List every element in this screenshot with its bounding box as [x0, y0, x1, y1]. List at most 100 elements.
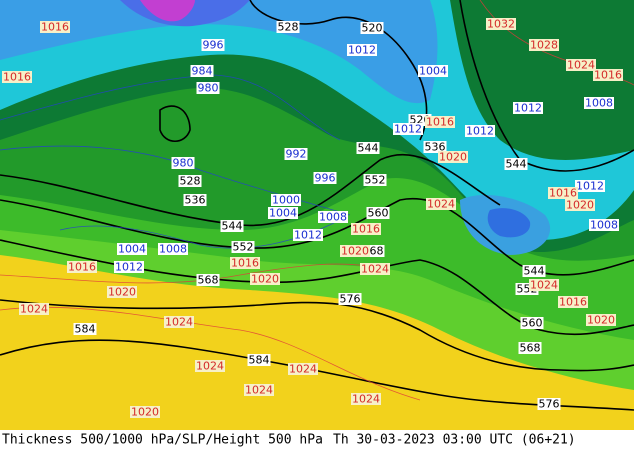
slp-low-label: 1008: [585, 97, 613, 110]
height-label-box: [520, 317, 544, 329]
slp-low-label-box: [293, 229, 323, 241]
height-label: 576: [340, 293, 361, 306]
slp-high-label: 1020: [341, 245, 369, 258]
slp-high-label: 1016: [559, 296, 587, 309]
footer-time: Th 30-03-2023 03:00 UTC (06+21): [333, 433, 576, 448]
height-label: 544: [222, 220, 243, 233]
slp-high-label-box: [425, 116, 455, 128]
slp-low-label-box: [196, 82, 220, 94]
slp-low-label-box: [268, 207, 298, 219]
slp-low-label: 1012: [514, 102, 542, 115]
height-label: 576: [539, 398, 560, 411]
height-label: 536: [185, 194, 206, 207]
slp-high-label: 1024: [361, 263, 389, 276]
slp-low-label-box: [347, 44, 377, 56]
slp-high-label-box: [529, 279, 559, 291]
slp-low-label-box: [201, 39, 225, 51]
very-cold-pool: [0, 0, 438, 104]
slp-high-label-box: [360, 263, 390, 275]
height-label: 560: [522, 317, 543, 330]
slp-high-label: 1016: [352, 223, 380, 236]
slp-low-label: 980: [198, 82, 219, 95]
slp-low-label: 1012: [394, 123, 422, 136]
slp-high-label-box: [351, 393, 381, 405]
slp-high-label-box: [250, 273, 280, 285]
slp-high-label: 1020: [108, 286, 136, 299]
height-label: 544: [358, 142, 379, 155]
slp-high-label-box: [593, 69, 623, 81]
slp-high-label-box: [67, 261, 97, 273]
height-label: 520: [362, 22, 383, 35]
slp-low-label: 1012: [576, 180, 604, 193]
height-label-box: [196, 274, 220, 286]
slp-low-label: 1004: [269, 207, 297, 220]
slp-high-label-box: [288, 363, 318, 375]
height-label: 552: [365, 174, 386, 187]
slp-high-label: 1020: [251, 273, 279, 286]
height-label-box: [363, 174, 387, 186]
height-label: 584: [249, 354, 270, 367]
height-label: 528: [180, 175, 201, 188]
height-label-box: [366, 207, 390, 219]
slp-high-label-box: [340, 245, 370, 257]
cold-pool: [0, 0, 634, 240]
height-label-box: [231, 241, 255, 253]
slp-low-label: 1012: [348, 44, 376, 57]
height-label: 568: [198, 274, 219, 287]
height-label-box: [276, 21, 300, 33]
slp-low-label-box: [158, 243, 188, 255]
slp-low-label: 1004: [118, 243, 146, 256]
slp-high-label-box: [230, 257, 260, 269]
slp-low-label: 984: [192, 65, 213, 78]
slp-low-label-box: [117, 243, 147, 255]
slp-low-label: 996: [203, 39, 224, 52]
slp-low-label-box: [513, 102, 543, 114]
slp-low-label-box: [575, 180, 605, 192]
height-label-box: [360, 22, 384, 34]
footer-title: Thickness 500/1000 hPa/SLP/Height 500 hP…: [2, 433, 323, 448]
slp-high-label: 1024: [427, 198, 455, 211]
slp-high-label: 1024: [165, 316, 193, 329]
slp-low-label-box: [284, 148, 308, 160]
slp-high-label-box: [195, 360, 225, 372]
slp-low-label-box: [589, 219, 619, 231]
slp-high-label-box: [244, 384, 274, 396]
height-label: 584: [75, 323, 96, 336]
slp-high-label: 1032: [487, 18, 515, 31]
height-label-box: [423, 141, 447, 153]
slp-high-label: 1024: [530, 279, 558, 292]
slp-high-label: 1024: [245, 384, 273, 397]
slp-low-label: 1008: [159, 243, 187, 256]
height-label: 552: [233, 241, 254, 254]
slp-high-label: 1016: [549, 187, 577, 200]
slp-high-label-box: [548, 187, 578, 199]
height-label-box: [504, 158, 528, 170]
slp-low-label-box: [313, 172, 337, 184]
slp-high-label-box: [351, 223, 381, 235]
slp-low-label: 1012: [115, 261, 143, 274]
height-label: 544: [524, 265, 545, 278]
height-label-box: [178, 175, 202, 187]
slp-low-label: 1008: [590, 219, 618, 232]
slp-high-label-box: [438, 151, 468, 163]
slp-high-label-box: [426, 198, 456, 210]
slp-low-label-box: [171, 157, 195, 169]
slp-high-label: 1024: [196, 360, 224, 373]
slp-high-label-box: [486, 18, 516, 30]
slp-low-label-box: [318, 211, 348, 223]
slp-high-label: 1016: [594, 69, 622, 82]
slp-low-label: 1012: [294, 229, 322, 242]
slp-high-label-box: [2, 71, 32, 83]
slp-high-label-box: [164, 316, 194, 328]
slp-high-label-box: [586, 314, 616, 326]
slp-high-label: 1020: [566, 199, 594, 212]
height-label-box: [522, 265, 546, 277]
slp-low-label: 992: [286, 148, 307, 161]
slp-low-label-box: [465, 125, 495, 137]
slp-high-label-box: [107, 286, 137, 298]
slp-high-label: 1016: [41, 21, 69, 34]
height-label: 560: [368, 207, 389, 220]
slp-low-label-box: [584, 97, 614, 109]
